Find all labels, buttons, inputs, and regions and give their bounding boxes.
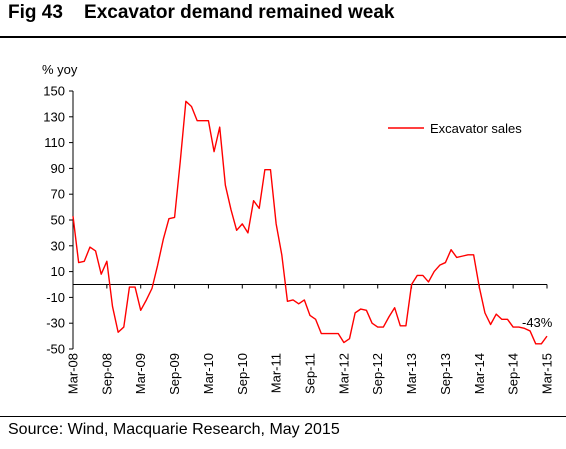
y-tick-label: 70 <box>51 187 65 202</box>
y-tick-label: -10 <box>46 290 65 305</box>
x-tick-label: Mar-15 <box>540 353 555 394</box>
y-tick-label: 150 <box>43 84 65 99</box>
y-tick-label: 30 <box>51 238 65 253</box>
y-tick-label: -30 <box>46 316 65 331</box>
x-tick-label: Mar-12 <box>336 353 351 394</box>
y-tick-label: 110 <box>44 135 65 150</box>
source-text: Source: Wind, Macquarie Research, May 20… <box>8 421 340 438</box>
figure-title: Fig 43 Excavator demand remained weak <box>8 2 395 23</box>
x-tick-label: Sep-13 <box>438 353 453 395</box>
y-tick-label: 130 <box>43 109 65 124</box>
x-tick-label: Mar-11 <box>269 353 284 393</box>
x-tick-label: Sep-14 <box>506 353 521 395</box>
y-tick-label: 90 <box>51 161 65 176</box>
x-tick-label: Mar-13 <box>404 353 419 394</box>
y-tick-label: 50 <box>51 213 65 228</box>
x-tick-label: Mar-10 <box>201 353 216 394</box>
source-rule <box>0 416 566 417</box>
y-tick-label: -50 <box>46 342 65 357</box>
x-axis: Mar-08 Sep-08 Mar-09 Sep-09 Mar-10 Sep-10 Mar-… <box>66 284 555 395</box>
x-tick-label: Sep-08 <box>99 353 114 395</box>
x-tick-label: Sep-12 <box>370 353 385 395</box>
y-tick-label: 10 <box>51 264 65 279</box>
legend-label: Excavator sales <box>430 121 522 136</box>
title-rule <box>0 36 566 38</box>
x-tick-label: Sep-11 <box>303 353 318 394</box>
x-tick-label: Mar-08 <box>66 353 81 394</box>
y-axis: 150 130 110 90 70 50 30 10 -10 -30 -50 <box>43 84 74 357</box>
x-tick-label: Mar-09 <box>133 353 148 394</box>
x-tick-label: Mar-14 <box>472 353 487 394</box>
x-tick-label: Sep-10 <box>235 353 250 395</box>
series-layer <box>72 100 548 345</box>
y-axis-label: % yoy <box>42 62 78 77</box>
annotation-label: -43% <box>522 315 553 330</box>
series-line-excavator-sales <box>72 100 548 345</box>
x-tick-label: Sep-09 <box>167 353 182 395</box>
